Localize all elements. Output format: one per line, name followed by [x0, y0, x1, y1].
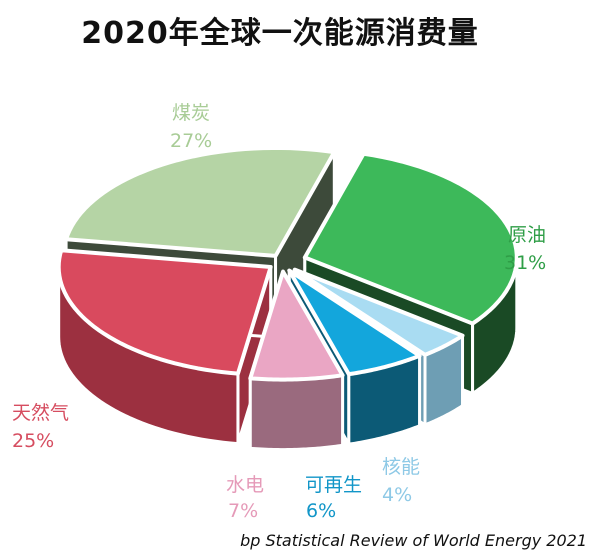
slice-value-nuclear: 4% [382, 484, 413, 506]
slice-top-natural-gas [56, 248, 273, 376]
slice-value-hydro: 7% [228, 500, 259, 522]
slice-rim-hydro-0 [248, 373, 345, 452]
slice-hydro [248, 269, 345, 452]
slice-value-crude-oil: 31% [504, 252, 547, 274]
slice-value-natural-gas: 25% [12, 430, 55, 452]
slice-value-renewables: 6% [306, 500, 337, 522]
chart-title: 2020年全球一次能源消费量 [81, 16, 479, 51]
slice-top-nuclear [292, 267, 465, 357]
slice-top-coal [64, 145, 337, 258]
slice-label-crude-oil: 原油 [508, 224, 547, 246]
slice-label-nuclear: 核能 [382, 456, 421, 478]
slice-top-renewables [287, 268, 422, 377]
slice-top-hydro [248, 269, 345, 382]
slice-natural-gas [56, 248, 273, 446]
slice-label-natural-gas: 天然气 [12, 402, 70, 424]
slice-label-coal: 煤炭 [172, 102, 211, 124]
slice-value-coal: 27% [170, 130, 213, 152]
slice-label-hydro: 水电 [226, 474, 265, 496]
source-note: bp Statistical Review of World Energy 20… [240, 531, 587, 550]
slice-label-renewables: 可再生 [305, 474, 363, 496]
slice-top-crude-oil [302, 151, 519, 326]
